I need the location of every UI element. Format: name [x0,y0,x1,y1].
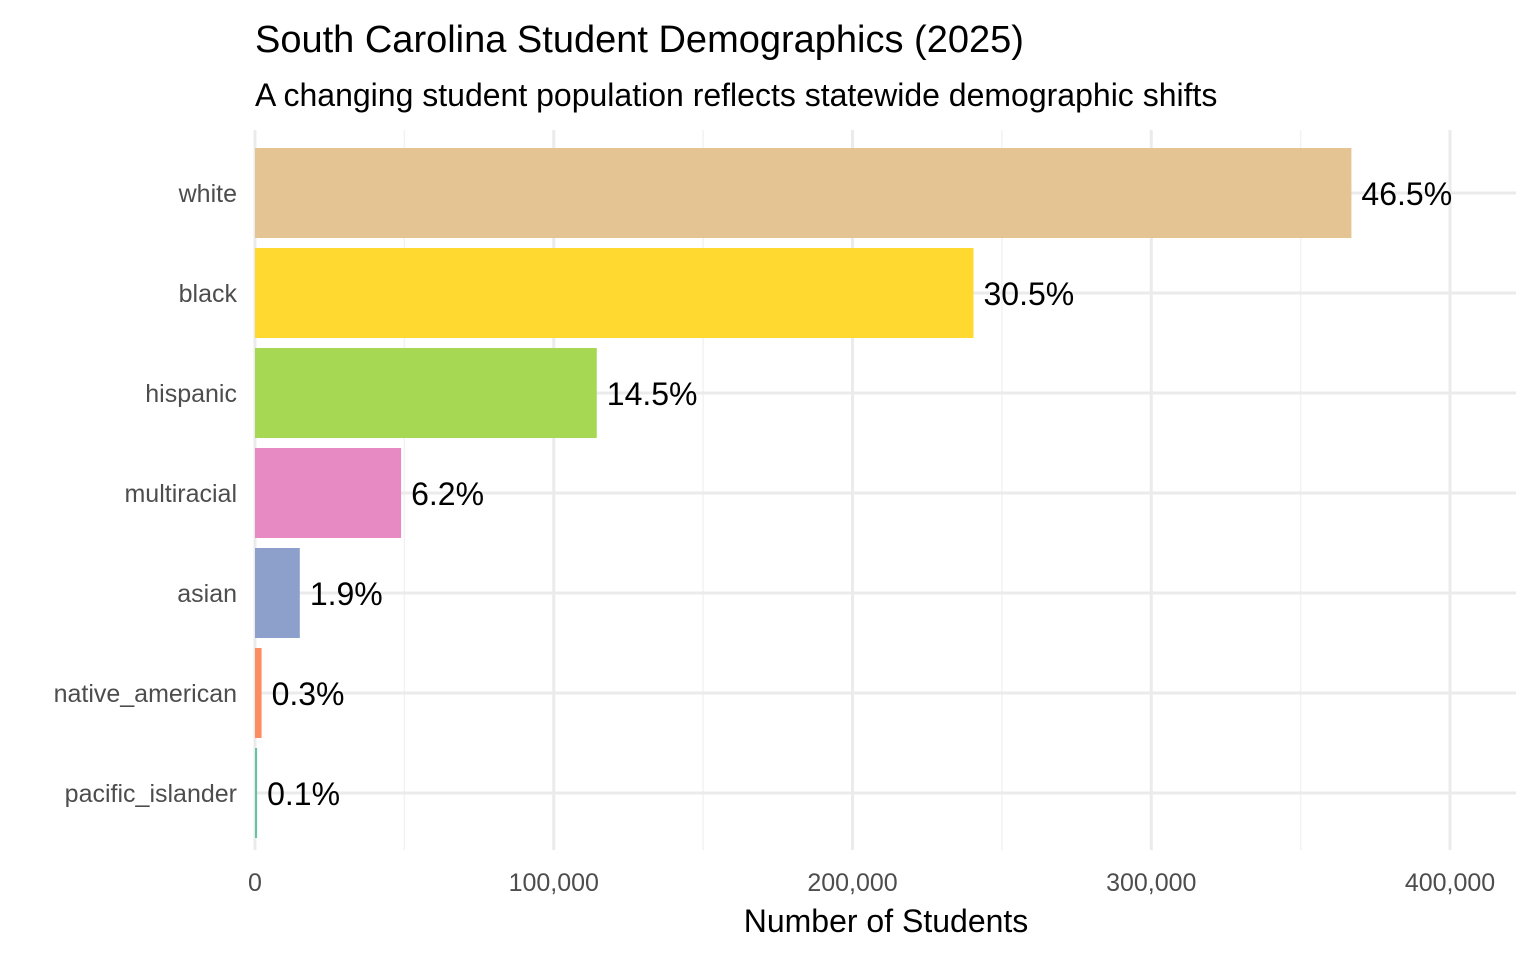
data-label-multiracial: 6.2% [411,476,484,512]
chart-subtitle: A changing student population reflects s… [255,77,1217,113]
x-tick-label: 400,000 [1405,869,1495,897]
y-label-hispanic: hispanic [145,380,237,408]
y-label-black: black [179,280,238,308]
bar-black [255,248,974,338]
x-axis-tick-labels: 0 100,000 200,000 300,000 400,000 [248,869,1495,897]
bar-hispanic [255,348,597,438]
bar-multiracial [255,448,402,538]
y-label-native_american: native_american [54,680,237,708]
data-label-hispanic: 14.5% [607,376,698,412]
x-tick-label: 300,000 [1106,869,1196,897]
data-label-native_american: 0.3% [272,676,345,712]
y-label-white: white [178,180,237,208]
bars [255,148,1352,838]
y-label-asian: asian [177,580,237,608]
x-tick-label: 100,000 [509,869,599,897]
y-label-pacific_islander: pacific_islander [65,780,237,808]
chart-title: South Carolina Student Demographics (202… [255,19,1024,61]
x-tick-label: 200,000 [807,869,897,897]
x-axis-title: Number of Students [744,903,1029,939]
bar-asian [255,548,300,638]
x-tick-label: 0 [248,869,262,897]
y-label-multiracial: multiracial [124,480,237,508]
y-axis-labels: white black hispanic multiracial asian native… [54,180,238,808]
bar-white [255,148,1352,238]
bar-native_american [255,648,262,738]
data-label-asian: 1.9% [310,576,383,612]
data-labels: 46.5% 30.5% 14.5% 6.2% 1.9% 0.3% 0.1% [267,176,1452,812]
bar-pacific_islander [255,748,258,838]
data-label-pacific_islander: 0.1% [267,776,340,812]
data-label-black: 30.5% [983,276,1074,312]
data-label-white: 46.5% [1361,176,1452,212]
